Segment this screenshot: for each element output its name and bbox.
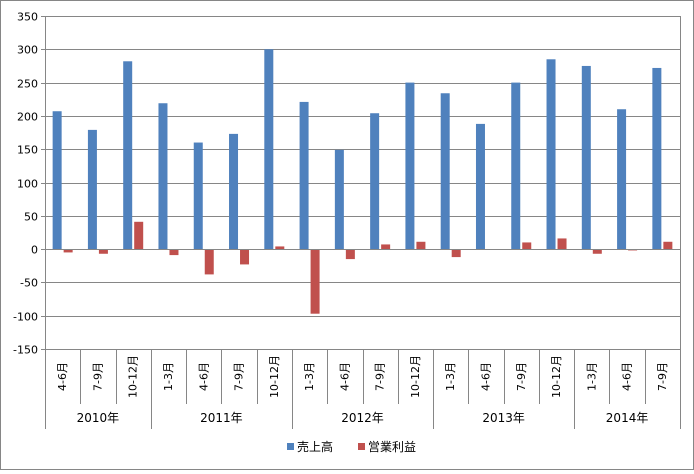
category-label: 7-9月 — [656, 362, 669, 391]
category-label: 10-12月 — [127, 355, 140, 398]
bar-sales — [52, 111, 62, 250]
y-tick-label: 200 — [17, 111, 38, 124]
bar-sales — [581, 65, 591, 250]
bar-sales — [264, 49, 274, 250]
legend-label: 営業利益 — [368, 440, 416, 454]
y-tick-label: 300 — [17, 44, 38, 57]
bar-sales — [193, 142, 203, 250]
year-label: 2014年 — [606, 411, 649, 425]
bar-sales — [87, 129, 97, 250]
bar-operating-profit — [592, 249, 602, 254]
y-tick-label: -150 — [13, 344, 38, 357]
bar-operating-profit — [416, 241, 426, 250]
category-label: 1-3月 — [162, 362, 175, 391]
y-tick-label: 350 — [17, 11, 38, 24]
y-tick-label: 150 — [17, 144, 38, 157]
category-label: 10-12月 — [409, 355, 422, 398]
bar-sales — [158, 103, 168, 250]
year-label: 2012年 — [341, 411, 384, 425]
category-label: 1-3月 — [585, 362, 598, 391]
bar-operating-profit — [204, 249, 214, 275]
bar-sales — [299, 101, 309, 250]
category-label: 4-6月 — [56, 362, 69, 391]
y-tick-label: 50 — [24, 211, 38, 224]
y-tick-label: -100 — [13, 311, 38, 324]
bar-operating-profit — [663, 241, 673, 250]
bar-sales — [229, 133, 239, 250]
category-label: 1-3月 — [303, 362, 316, 391]
y-tick-label: 0 — [31, 244, 38, 257]
bar-sales — [475, 123, 485, 250]
bar-sales — [370, 113, 380, 250]
bar-sales — [511, 82, 521, 250]
category-label: 4-6月 — [479, 362, 492, 391]
bar-operating-profit — [522, 242, 532, 250]
bar-operating-profit — [451, 249, 461, 258]
bar-operating-profit — [63, 249, 73, 253]
bar-operating-profit — [381, 244, 391, 250]
bar-sales — [440, 93, 450, 250]
category-label: 7-9月 — [233, 362, 246, 391]
category-label: 4-6月 — [621, 362, 634, 391]
category-label: 4-6月 — [338, 362, 351, 391]
category-label: 10-12月 — [268, 355, 281, 398]
category-label: 4-6月 — [197, 362, 210, 391]
bar-operating-profit — [98, 249, 108, 254]
category-label: 7-9月 — [374, 362, 387, 391]
bar-operating-profit — [345, 249, 355, 260]
category-label: 1-3月 — [444, 362, 457, 391]
bar-operating-profit — [134, 221, 144, 250]
legend-swatch — [358, 443, 365, 450]
year-label: 2011年 — [200, 411, 243, 425]
bar-operating-profit — [557, 238, 567, 250]
bar-operating-profit — [275, 246, 285, 250]
bar-sales — [652, 67, 662, 250]
category-label: 7-9月 — [515, 362, 528, 391]
legend-swatch — [287, 443, 294, 450]
year-label: 2010年 — [77, 411, 120, 425]
bar-operating-profit — [310, 249, 320, 314]
legend-label: 売上高 — [297, 439, 333, 454]
bar-sales — [405, 82, 415, 250]
category-label: 7-9月 — [91, 362, 104, 391]
bar-sales — [546, 59, 556, 250]
bar-sales — [617, 109, 627, 250]
year-label: 2013年 — [482, 411, 525, 425]
bar-sales — [334, 149, 344, 250]
category-label: 10-12月 — [550, 355, 563, 398]
y-tick-label: -50 — [20, 277, 38, 290]
bar-sales — [123, 61, 133, 250]
y-tick-label: 100 — [17, 178, 38, 191]
bar-operating-profit — [169, 249, 179, 256]
y-tick-label: 250 — [17, 78, 38, 91]
bar-operating-profit — [240, 249, 250, 265]
